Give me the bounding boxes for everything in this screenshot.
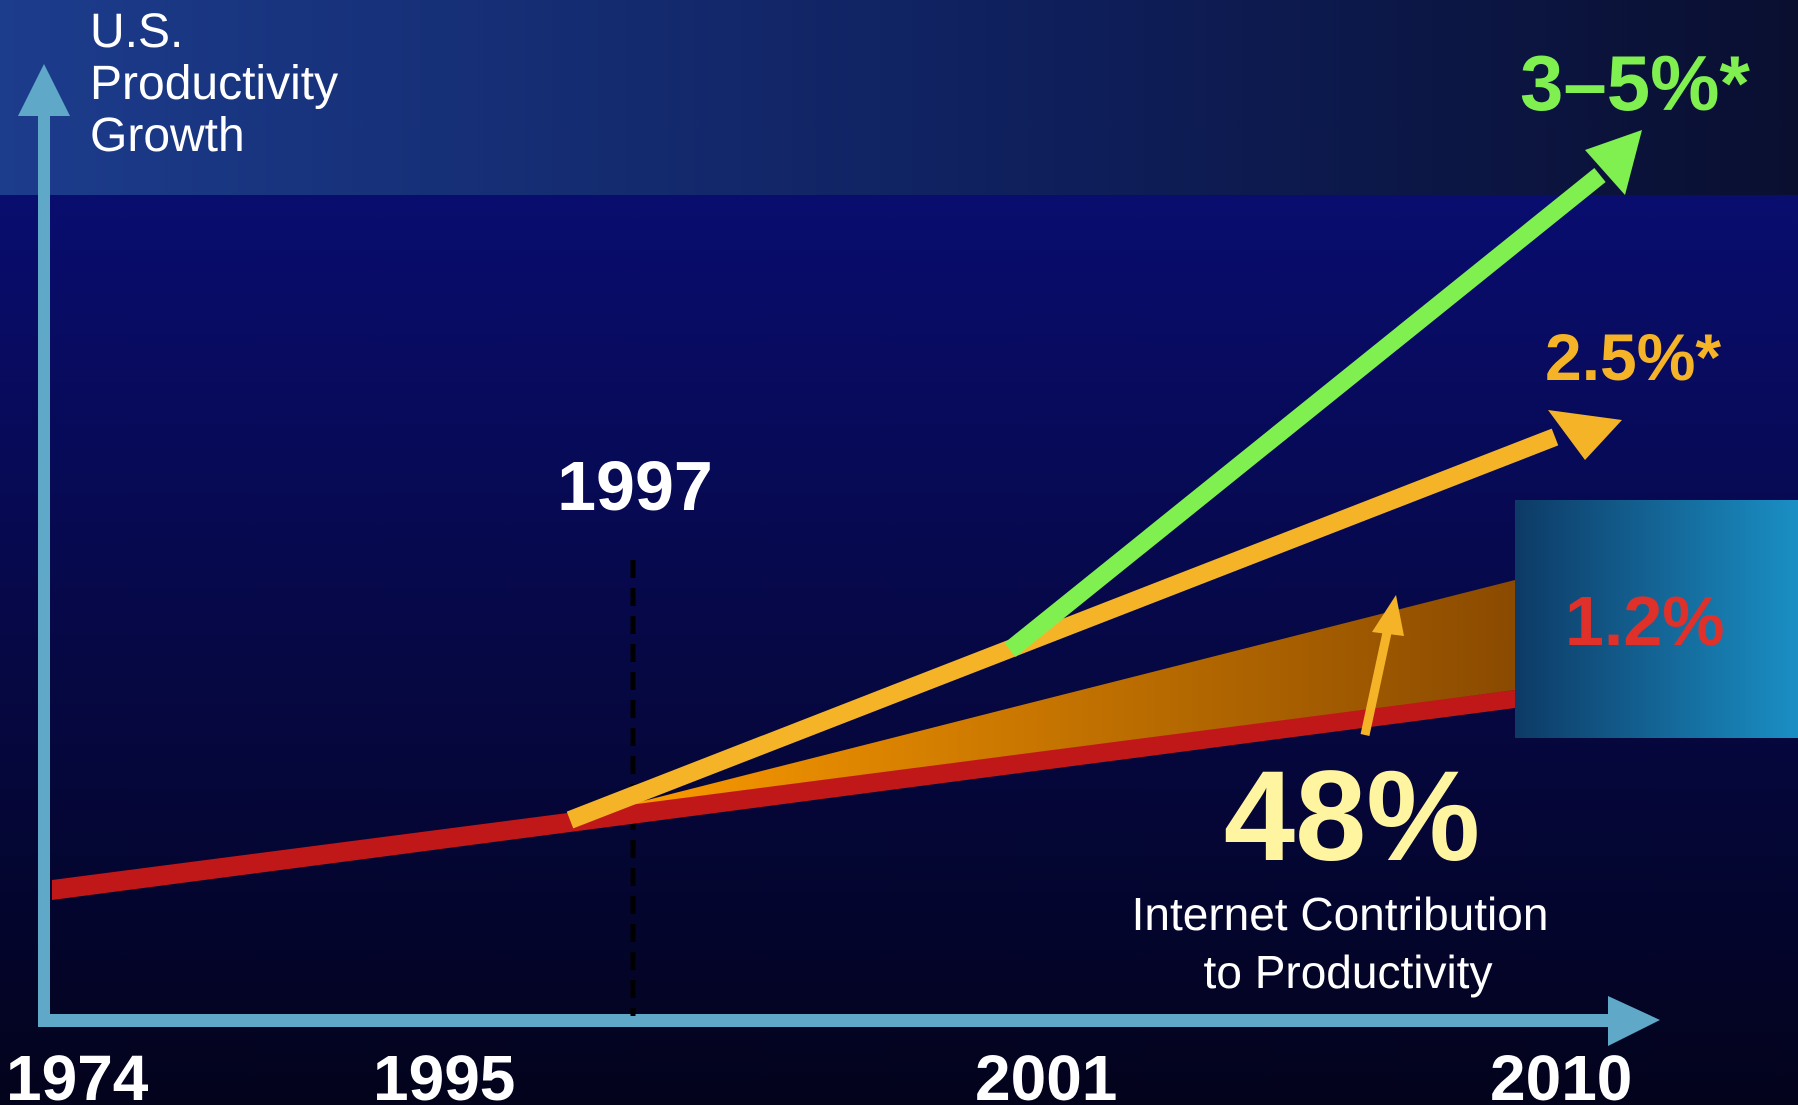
y-axis-label-line: Productivity bbox=[90, 57, 339, 110]
series-orange-arrow bbox=[566, 410, 1622, 829]
y-axis-label-line: Growth bbox=[90, 109, 245, 162]
annotation-text-line-1: Internet Contribution bbox=[1132, 888, 1549, 940]
x-tick-label: 2001 bbox=[975, 1042, 1117, 1105]
x-tick-label: 2010 bbox=[1490, 1042, 1632, 1105]
x-axis bbox=[38, 996, 1660, 1046]
x-tick-label: 1974 bbox=[6, 1042, 149, 1105]
label-red: 1.2% bbox=[1565, 582, 1725, 660]
label-orange: 2.5%* bbox=[1545, 320, 1721, 394]
series-green-arrow bbox=[1004, 130, 1642, 658]
annotation-value: 48% bbox=[1224, 745, 1480, 888]
contribution-pointer-arrow bbox=[1360, 595, 1404, 736]
annotation-text-line-2: to Productivity bbox=[1204, 946, 1493, 998]
x-tick-label: 1995 bbox=[373, 1042, 515, 1105]
y-axis bbox=[18, 64, 70, 1022]
label-green: 3–5%* bbox=[1520, 39, 1750, 127]
header-band bbox=[0, 0, 1798, 195]
y-axis-label: U.S. Productivity Growth bbox=[90, 6, 430, 162]
contribution-band bbox=[600, 580, 1515, 812]
y-axis-label-line: U.S. bbox=[90, 5, 184, 58]
marker-label: 1997 bbox=[557, 447, 713, 525]
red-label-box bbox=[1515, 500, 1798, 738]
series-red-line bbox=[52, 690, 1515, 900]
